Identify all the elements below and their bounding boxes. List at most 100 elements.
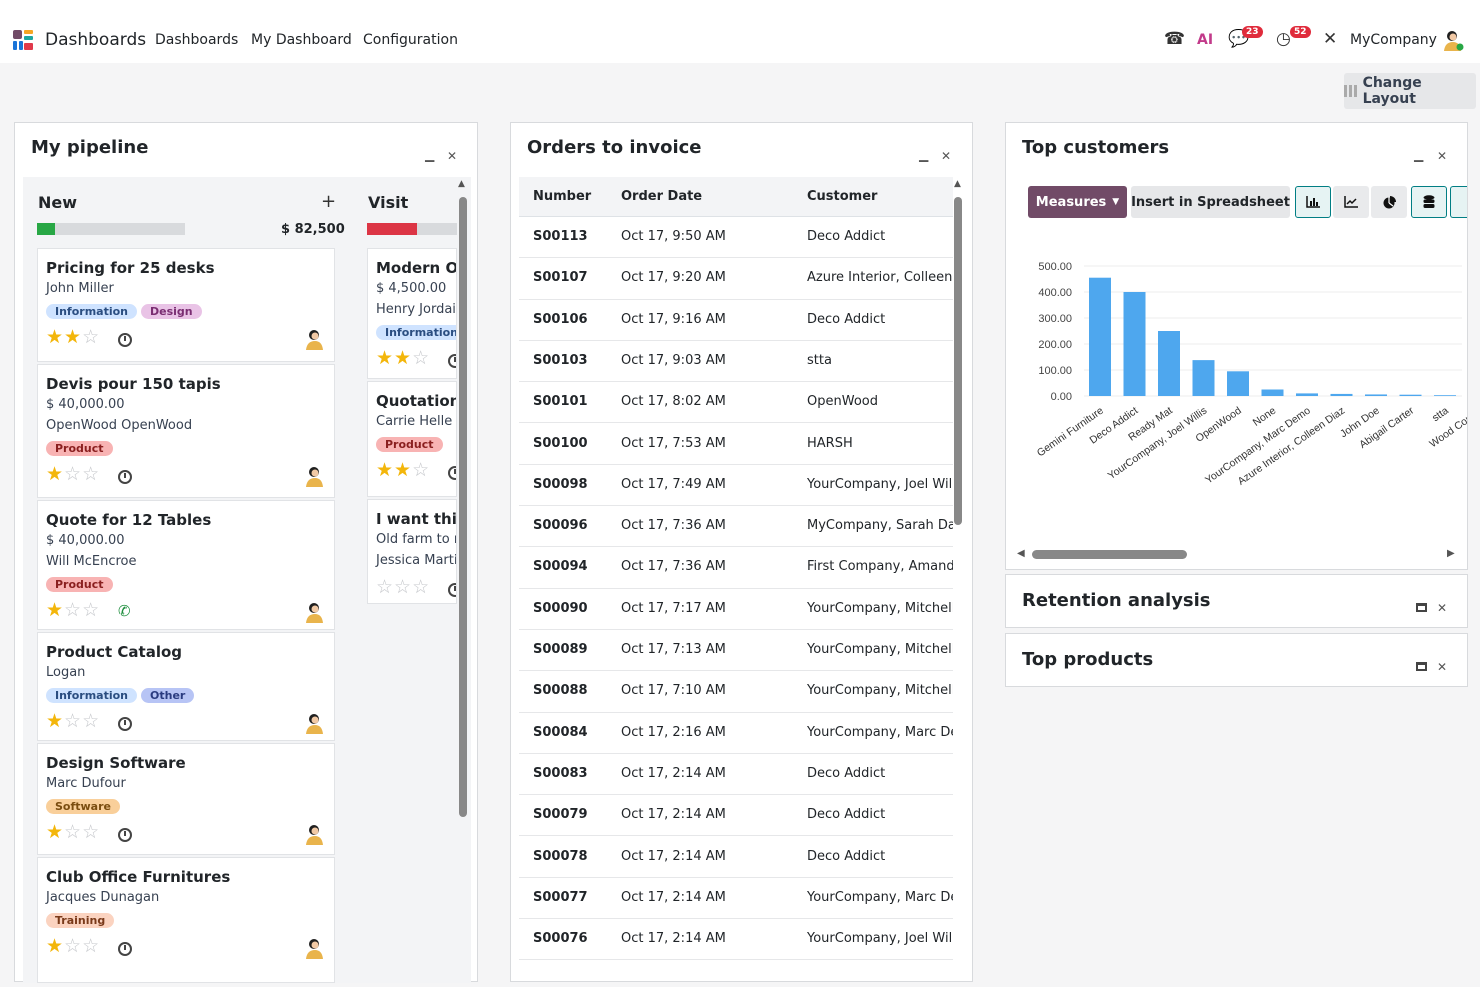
priority-stars[interactable]: ★★☆ [376, 459, 430, 481]
table-row[interactable]: S00113 Oct 17, 9:50 AM Deco Addict [519, 217, 953, 259]
nav-dashboards[interactable]: Dashboards [155, 32, 239, 48]
column-header-number[interactable]: Number [533, 189, 592, 204]
nav-my-dashboard[interactable]: My Dashboard [251, 32, 352, 48]
ai-icon[interactable]: AI [1197, 32, 1214, 48]
chart-bar[interactable] [1399, 394, 1422, 396]
table-row[interactable]: S00084 Oct 17, 2:16 AM YourCompany, Marc D… [519, 713, 953, 754]
chart-bar[interactable] [1365, 394, 1387, 396]
kanban-card[interactable]: Modern Op $ 4,500.00 Henry Jordai Informati… [367, 248, 457, 379]
assignee-avatar[interactable] [304, 465, 326, 487]
app-name[interactable]: Dashboards [45, 30, 147, 50]
star-icon[interactable]: ☆ [64, 710, 83, 732]
star-icon[interactable]: ★ [46, 710, 65, 732]
table-row[interactable]: S00106 Oct 17, 9:16 AM Deco Addict [519, 300, 953, 341]
table-row[interactable]: S00100 Oct 17, 7:53 AM HARSH [519, 424, 953, 465]
priority-stars[interactable]: ★☆☆ [46, 821, 100, 843]
bar-chart-icon[interactable] [1295, 186, 1331, 218]
add-card-plus-icon[interactable]: + [321, 191, 337, 212]
star-icon[interactable]: ★ [64, 326, 83, 348]
minimize-icon[interactable]: ▁ [919, 148, 929, 162]
star-icon[interactable]: ★ [46, 599, 65, 621]
scroll-left-icon[interactable]: ◀ [1017, 548, 1025, 559]
kanban-card[interactable]: Design Software Marc Dufour Software ★☆☆ [37, 743, 335, 855]
minimize-icon[interactable]: ▁ [425, 148, 435, 162]
kanban-card[interactable]: Product Catalog Logan Information Other ★☆☆ [37, 632, 335, 741]
table-row[interactable]: S00107 Oct 17, 9:20 AM Azure Interior, Col… [519, 258, 953, 300]
pie-chart-icon[interactable] [1371, 186, 1407, 218]
priority-stars[interactable]: ★★☆ [46, 326, 100, 348]
change-layout-button[interactable]: Change Layout [1344, 73, 1476, 109]
scroll-right-icon[interactable]: ▶ [1447, 548, 1455, 559]
column-progress-bar[interactable] [37, 223, 185, 235]
star-icon[interactable]: ★ [46, 463, 65, 485]
measures-dropdown[interactable]: Measures ▼ [1028, 186, 1127, 218]
priority-stars[interactable]: ★☆☆ [46, 935, 100, 957]
priority-stars[interactable]: ★☆☆ [46, 710, 100, 732]
kanban-card[interactable]: Devis pour 150 tapis $ 40,000.00 OpenWood … [37, 364, 335, 498]
table-row[interactable]: S00103 Oct 17, 9:03 AM stta [519, 341, 953, 383]
table-row[interactable]: S00079 Oct 17, 2:14 AM Deco Addict [519, 795, 953, 837]
more-options-button[interactable] [1450, 186, 1467, 218]
star-icon[interactable]: ★ [394, 459, 413, 481]
star-icon[interactable]: ★ [46, 935, 65, 957]
star-icon[interactable]: ☆ [64, 463, 83, 485]
chart-bar[interactable] [1158, 331, 1180, 396]
close-icon[interactable]: ✕ [941, 149, 952, 163]
tools-icon[interactable]: ✕ [1323, 29, 1338, 49]
table-row[interactable]: S00090 Oct 17, 7:17 AM YourCompany, Mitche… [519, 589, 953, 630]
table-row[interactable]: S00089 Oct 17, 7:13 AM YourCompany, Mitche… [519, 630, 953, 672]
chart-bar[interactable] [1296, 393, 1318, 396]
kanban-card[interactable]: Club Office Furnitures Jacques Dunagan Tra… [37, 857, 335, 983]
priority-stars[interactable]: ★☆☆ [46, 463, 100, 485]
chart-bar[interactable] [1192, 360, 1215, 396]
dashboards-app-icon[interactable] [13, 30, 35, 50]
assignee-avatar[interactable] [304, 328, 326, 350]
table-row[interactable]: S00078 Oct 17, 2:14 AM Deco Addict [519, 837, 953, 878]
star-icon[interactable]: ★ [394, 347, 413, 369]
table-row[interactable]: S00077 Oct 17, 2:14 AM YourCompany, Marc D… [519, 878, 953, 920]
table-row[interactable]: S00096 Oct 17, 7:36 AM MyCompany, Sarah Da… [519, 506, 953, 548]
star-icon[interactable]: ☆ [412, 576, 431, 598]
table-row[interactable]: S00083 Oct 17, 2:14 AM Deco Addict [519, 754, 953, 796]
assignee-avatar[interactable] [304, 823, 326, 845]
close-icon[interactable]: ✕ [447, 149, 458, 163]
assignee-avatar[interactable] [304, 937, 326, 959]
scrollbar-thumb[interactable] [1032, 550, 1187, 559]
table-row[interactable]: S00076 Oct 17, 2:14 AM YourCompany, Joel W… [519, 919, 953, 961]
phone-activity-icon[interactable]: ✆ [118, 602, 131, 620]
activity-clock-icon[interactable] [118, 942, 132, 956]
star-icon[interactable]: ☆ [82, 821, 101, 843]
star-icon[interactable]: ☆ [82, 463, 101, 485]
phone-icon[interactable]: ☎ [1164, 29, 1186, 49]
minimize-icon[interactable]: ▁ [1414, 148, 1424, 162]
close-icon[interactable]: ✕ [1437, 601, 1448, 615]
chart-bar[interactable] [1089, 277, 1111, 396]
star-icon[interactable]: ☆ [64, 599, 83, 621]
chart-bar[interactable] [1123, 292, 1146, 396]
horizontal-scrollbar[interactable]: ◀ ▶ [1016, 548, 1456, 560]
priority-stars[interactable]: ☆☆☆ [376, 576, 430, 598]
star-icon[interactable]: ☆ [64, 821, 83, 843]
assignee-avatar[interactable] [304, 712, 326, 734]
star-icon[interactable]: ★ [376, 459, 395, 481]
column-progress-bar[interactable] [367, 223, 457, 235]
column-title[interactable]: New [38, 193, 78, 212]
chart-bar[interactable] [1434, 395, 1456, 396]
table-row[interactable]: S00101 Oct 17, 8:02 AM OpenWood [519, 382, 953, 424]
activity-clock-icon[interactable] [448, 466, 456, 480]
star-icon[interactable]: ☆ [394, 576, 413, 598]
close-icon[interactable]: ✕ [1437, 660, 1448, 674]
expand-icon[interactable] [1416, 603, 1427, 612]
line-chart-icon[interactable] [1333, 186, 1369, 218]
star-icon[interactable]: ☆ [64, 935, 83, 957]
nav-configuration[interactable]: Configuration [363, 32, 458, 48]
activity-clock-icon[interactable] [118, 333, 132, 347]
activity-clock-icon[interactable] [448, 354, 456, 368]
user-avatar[interactable] [1442, 29, 1464, 51]
vertical-scrollbar[interactable] [459, 197, 467, 817]
activity-clock-icon[interactable] [118, 717, 132, 731]
scroll-up-icon[interactable]: ▲ [954, 179, 961, 189]
close-icon[interactable]: ✕ [1437, 149, 1448, 163]
table-row[interactable]: S00094 Oct 17, 7:36 AM First Company, Aman… [519, 547, 953, 589]
